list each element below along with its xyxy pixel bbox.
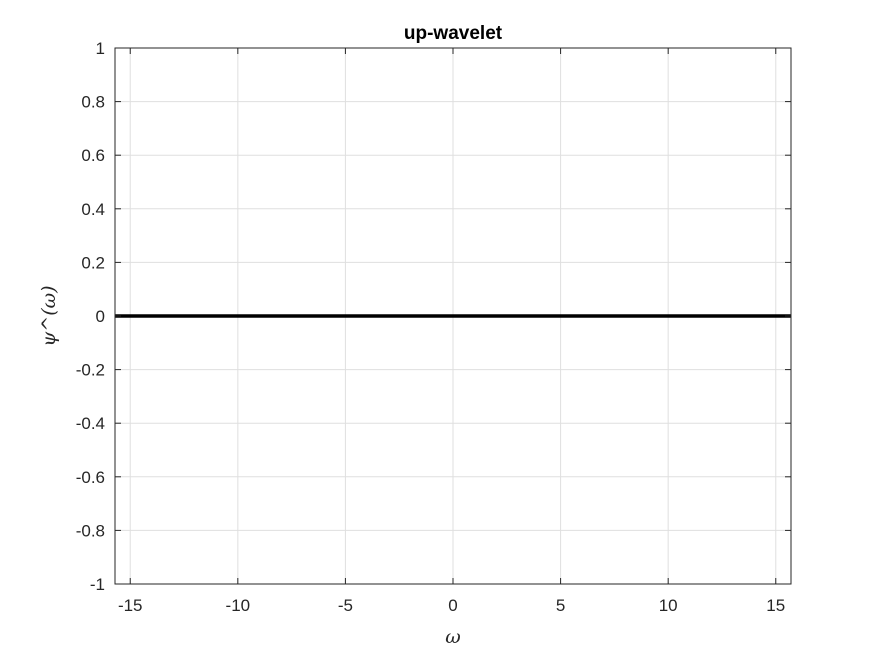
y-tick-label: -0.6 — [76, 468, 105, 487]
y-tick-label: 0 — [96, 307, 105, 326]
y-tick-labels: 1 0.8 0.6 0.4 0.2 0 -0.2 -0.4 -0.6 -0.8 -1 — [76, 39, 105, 594]
y-tick-label: 0.6 — [81, 146, 105, 165]
x-tick-label: 5 — [556, 596, 565, 615]
x-tick-label: -10 — [226, 596, 251, 615]
y-tick-label: 0.2 — [81, 253, 105, 272]
y-tick-label: -0.2 — [76, 361, 105, 380]
y-tick-label: -1 — [90, 575, 105, 594]
y-tick-label: 0.8 — [81, 93, 105, 112]
x-tick-labels: -15 -10 -5 0 5 10 15 — [118, 596, 785, 615]
x-tick-label: -15 — [118, 596, 143, 615]
y-tick-label: 1 — [96, 39, 105, 58]
y-tick-label: -0.4 — [76, 414, 105, 433]
x-tick-label: 0 — [448, 596, 457, 615]
x-tick-label: 10 — [659, 596, 678, 615]
y-tick-label: 0.4 — [81, 200, 105, 219]
y-axis-label: ψ^(ω) — [38, 285, 60, 346]
y-tick-label: -0.8 — [76, 521, 105, 540]
x-axis-label: ω — [445, 626, 461, 648]
chart-title: up-wavelet — [404, 23, 503, 44]
x-tick-label: 15 — [766, 596, 785, 615]
x-tick-label: -5 — [338, 596, 353, 615]
tick-marks — [115, 47, 791, 585]
